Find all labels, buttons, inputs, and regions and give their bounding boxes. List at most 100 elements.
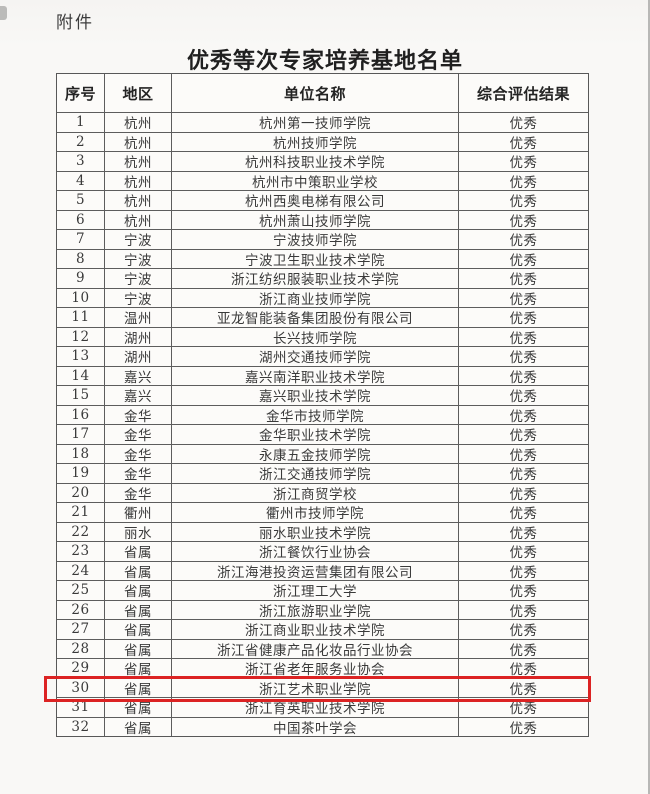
cell-no: 12: [71, 328, 90, 345]
cell-no: 11: [71, 309, 90, 326]
table-row: 26 省属 浙江旅游职业学院 优秀: [57, 599, 588, 619]
table-row: 32 省属 中国茶叶学会 优秀: [57, 716, 588, 736]
header-cell-result: 综合评估结果: [458, 74, 588, 112]
cell-unit: 浙江餐饮行业协会: [171, 542, 458, 561]
cell-no: 21: [71, 504, 90, 521]
table-row: 2 杭州 杭州技师学院 优秀: [57, 131, 588, 151]
cell-result: 优秀: [458, 327, 588, 346]
cell-no: 19: [71, 465, 90, 482]
table-row: 9 宁波 浙江纺织服装职业技术学院 优秀: [57, 268, 588, 288]
cell-result: 优秀: [458, 347, 588, 366]
cell-unit: 杭州科技职业技术学院: [171, 152, 458, 171]
cell-result: 优秀: [458, 210, 588, 229]
table-body: 1 杭州 杭州第一技师学院 优秀 2 杭州 杭州技师学院 优秀 3 杭州 杭州科…: [44, 112, 591, 736]
cell-region: 宁波: [104, 269, 171, 288]
cell-region: 省属: [104, 698, 171, 717]
cell-no: 4: [75, 172, 86, 189]
cell-no: 31: [71, 699, 90, 716]
cell-no: 6: [75, 211, 86, 228]
page-title: 优秀等次专家培养基地名单: [186, 48, 463, 74]
cell-no: 9: [75, 270, 86, 287]
table-row: 16 金华 金华市技师学院 优秀: [57, 404, 588, 424]
cell-no: 32: [71, 718, 90, 735]
header-cell-no: 序号: [64, 84, 96, 103]
table-row: 18 金华 永康五金技师学院 优秀: [57, 443, 588, 463]
cell-unit: 浙江商业技师学院: [171, 288, 458, 307]
cell-result: 优秀: [458, 717, 588, 736]
cell-region: 金华: [104, 405, 171, 424]
cell-region: 嘉兴: [104, 366, 171, 385]
cell-no: 30: [71, 679, 90, 696]
cell-result: 优秀: [458, 483, 588, 502]
cell-result: 优秀: [458, 366, 588, 385]
cell-region: 省属: [104, 561, 171, 580]
cell-no: 22: [71, 523, 90, 540]
cell-unit: 杭州萧山技师学院: [171, 210, 458, 229]
cell-no: 26: [71, 601, 90, 618]
cell-region: 杭州: [104, 210, 171, 229]
table-row: 28 省属 浙江省健康产品化妆品行业协会 优秀: [57, 638, 588, 658]
cell-unit: 亚龙智能装备集团股份有限公司: [171, 308, 458, 327]
cell-result: 优秀: [458, 113, 588, 132]
cell-result: 优秀: [458, 288, 588, 307]
cell-unit: 金华市技师学院: [171, 405, 458, 424]
table-row: 24 省属 浙江海港投资运营集团有限公司 优秀: [57, 560, 588, 580]
table-row: 4 杭州 杭州市中策职业学校 优秀: [57, 170, 588, 190]
cell-unit: 长兴技师学院: [171, 327, 458, 346]
cell-result: 优秀: [458, 581, 588, 600]
cell-no: 16: [71, 406, 90, 423]
cell-unit: 浙江旅游职业学院: [171, 600, 458, 619]
cell-region: 省属: [104, 620, 171, 639]
scan-artifact: [0, 6, 7, 20]
cell-unit: 浙江商贸学校: [171, 483, 458, 502]
cell-result: 优秀: [458, 132, 588, 151]
attachment-label: 附件: [56, 13, 94, 33]
table-row: 17 金华 金华职业技术学院 优秀: [57, 424, 588, 444]
cell-region: 衢州: [104, 503, 171, 522]
cell-region: 金华: [104, 483, 171, 502]
cell-region: 杭州: [104, 113, 171, 132]
cell-no: 15: [71, 387, 90, 404]
cell-no: 27: [71, 621, 90, 638]
table-row: 8 宁波 宁波卫生职业技术学院 优秀: [57, 248, 588, 268]
cell-unit: 金华职业技术学院: [171, 425, 458, 444]
cell-unit: 浙江海港投资运营集团有限公司: [171, 561, 458, 580]
cell-result: 优秀: [458, 639, 588, 658]
cell-region: 省属: [104, 659, 171, 678]
table-row: 21 衢州 衢州市技师学院 优秀: [57, 502, 588, 522]
cell-no: 17: [71, 426, 90, 443]
cell-unit: 杭州技师学院: [171, 132, 458, 151]
cell-unit: 永康五金技师学院: [171, 444, 458, 463]
table-row: 15 嘉兴 嘉兴职业技术学院 优秀: [57, 385, 588, 405]
cell-region: 杭州: [104, 171, 171, 190]
cell-unit: 浙江理工大学: [171, 581, 458, 600]
table-row: 11 温州 亚龙智能装备集团股份有限公司 优秀: [57, 307, 588, 327]
cell-result: 优秀: [458, 152, 588, 171]
cell-region: 温州: [104, 308, 171, 327]
cell-unit: 中国茶叶学会: [171, 717, 458, 736]
cell-region: 宁波: [104, 288, 171, 307]
cell-no: 20: [71, 484, 90, 501]
table-row: 25 省属 浙江理工大学 优秀: [57, 580, 588, 600]
cell-unit: 杭州市中策职业学校: [171, 171, 458, 190]
header-cell-unit: 单位名称: [171, 74, 458, 112]
cell-result: 优秀: [458, 386, 588, 405]
table-row: 23 省属 浙江餐饮行业协会 优秀: [57, 541, 588, 561]
cell-result: 优秀: [458, 425, 588, 444]
cell-result: 优秀: [458, 678, 588, 697]
table-row: 7 宁波 宁波技师学院 优秀: [57, 229, 588, 249]
cell-no: 1: [75, 114, 86, 131]
table-row: 19 金华 浙江交通技师学院 优秀: [57, 463, 588, 483]
cell-region: 金华: [104, 464, 171, 483]
cell-result: 优秀: [458, 230, 588, 249]
cell-no: 23: [71, 543, 90, 560]
cell-no: 14: [71, 367, 90, 384]
cell-region: 丽水: [104, 522, 171, 541]
cell-region: 省属: [104, 542, 171, 561]
cell-region: 金华: [104, 425, 171, 444]
table-row: 13 湖州 湖州交通技师学院 优秀: [57, 346, 588, 366]
cell-unit: 浙江艺术职业学院: [171, 678, 458, 697]
cell-unit: 嘉兴南洋职业技术学院: [171, 366, 458, 385]
cell-region: 金华: [104, 444, 171, 463]
